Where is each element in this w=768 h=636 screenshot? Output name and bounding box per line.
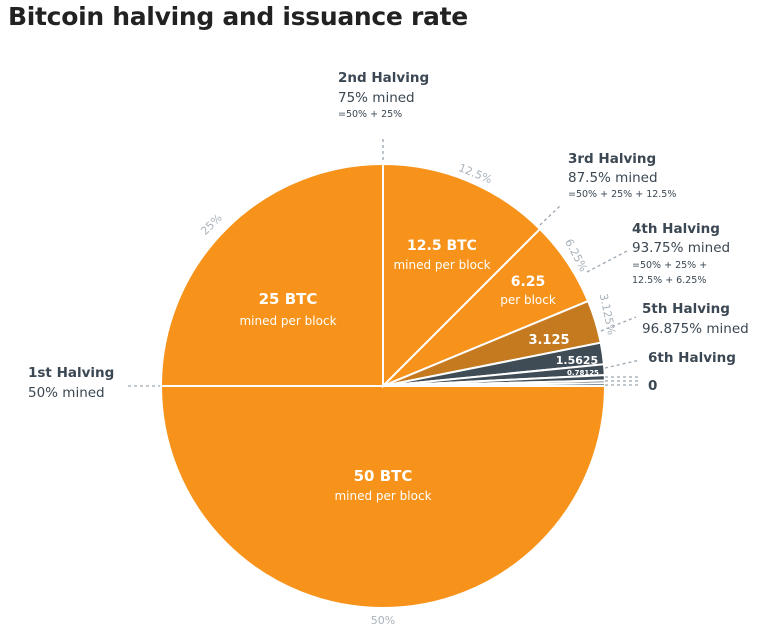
halving-5-mined: 96.875% mined bbox=[642, 321, 749, 337]
pie-slice-0 bbox=[159, 385, 607, 609]
zero-label: 0 bbox=[648, 378, 657, 394]
leader-4th-halving bbox=[586, 250, 628, 273]
halving-3-mined: 87.5% mined bbox=[568, 170, 658, 186]
halving-4-mined: 93.75% mined bbox=[632, 240, 730, 256]
halving-2-title: 2nd Halving bbox=[338, 70, 429, 86]
slice-sublabel-6-25: per block bbox=[500, 293, 556, 307]
halving-annotations: 1st Halving 50% mined 2nd Halving 75% mined… bbox=[28, 70, 749, 401]
halving-6-title: 6th Halving bbox=[648, 350, 736, 366]
leader-5th-halving bbox=[600, 316, 637, 332]
leader-6th-halving bbox=[604, 359, 641, 369]
halving-2-detail: =50% + 25% bbox=[338, 109, 402, 120]
slice-label-6-25: 6.25 bbox=[511, 274, 546, 290]
slice-label-25btc: 25 BTC bbox=[259, 290, 318, 308]
halving-1-mined: 50% mined bbox=[28, 385, 105, 401]
pie-slice-9 bbox=[382, 382, 607, 387]
slice-label-1-5625: 1.5625 bbox=[556, 354, 598, 367]
halving-4-title: 4th Halving bbox=[632, 221, 720, 237]
chart-title: Bitcoin halving and issuance rate bbox=[8, 2, 468, 31]
pct-label-50: 50% bbox=[371, 614, 395, 627]
leader-lines bbox=[128, 136, 641, 387]
slice-labels: 50 BTC mined per block 25 BTC mined per blo… bbox=[198, 161, 618, 627]
halving-2-mined: 75% mined bbox=[338, 90, 415, 106]
slice-label-3-125: 3.125 bbox=[528, 333, 569, 348]
halving-3-detail: =50% + 25% + 12.5% bbox=[568, 189, 676, 200]
pie-slice-2 bbox=[382, 162, 542, 389]
slice-sublabel-25btc: mined per block bbox=[239, 314, 336, 328]
pie-slices bbox=[159, 162, 607, 609]
halving-3-title: 3rd Halving bbox=[568, 151, 656, 167]
slice-label-12-5btc: 12.5 BTC bbox=[407, 238, 477, 254]
halving-4-detail-1: =50% + 25% + bbox=[632, 260, 707, 271]
halving-4-detail-2: 12.5% + 6.25% bbox=[632, 275, 706, 286]
pie-slice-1 bbox=[159, 162, 384, 387]
slice-label-0-78125: 0.78125 bbox=[567, 369, 599, 377]
slice-label-50btc: 50 BTC bbox=[354, 467, 413, 485]
pct-label-3-125: 3.125% bbox=[597, 292, 618, 336]
halving-5-title: 5th Halving bbox=[642, 301, 730, 317]
halving-1-title: 1st Halving bbox=[28, 365, 114, 381]
slice-sublabel-50btc: mined per block bbox=[334, 489, 431, 503]
slice-sublabel-12-5btc: mined per block bbox=[393, 258, 490, 272]
leader-3rd-halving bbox=[539, 204, 562, 226]
